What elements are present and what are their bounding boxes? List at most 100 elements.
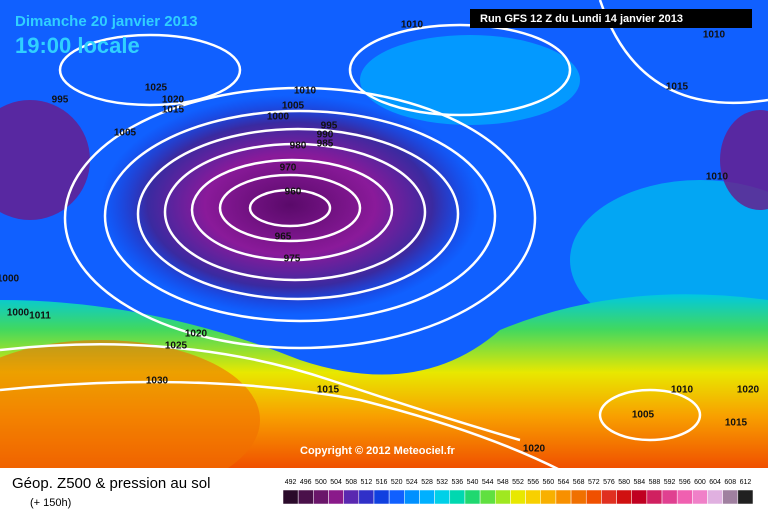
scale-swatch xyxy=(510,489,526,505)
scale-label: 544 xyxy=(482,479,494,486)
scale-label: 564 xyxy=(558,479,570,486)
scale-swatch xyxy=(297,489,314,505)
isobar-label: 1015 xyxy=(666,82,689,93)
scale-label: 548 xyxy=(497,479,509,486)
scale-label: 520 xyxy=(391,479,403,486)
isobar-label: 1011 xyxy=(29,311,51,322)
isobar-label: 985 xyxy=(317,139,334,150)
isobar-label: 1020 xyxy=(737,385,760,396)
scale-label: 552 xyxy=(512,479,524,486)
scale-swatch xyxy=(631,489,648,505)
isobar-label: 1015 xyxy=(725,418,748,429)
scale-swatch xyxy=(570,489,587,505)
isobar-label: 990 xyxy=(317,130,334,141)
isobar-label: 970 xyxy=(280,163,297,174)
isobar-label: 965 xyxy=(275,232,292,243)
scale-label: 592 xyxy=(664,479,676,486)
isobar-label: 1000 xyxy=(7,308,30,319)
isobar-label: 1005 xyxy=(632,410,655,421)
scale-swatch xyxy=(616,489,632,505)
isobar-label: 1005 xyxy=(114,128,137,139)
isobar-label: 1000 xyxy=(267,112,290,123)
scale-swatch xyxy=(358,489,375,505)
scale-label: 600 xyxy=(694,479,706,486)
color-scale: 492 496 500 504 508 512 516 520 524 528 532 536 540 5… xyxy=(282,479,754,505)
scale-label: 500 xyxy=(315,479,327,486)
isobar-label: 1015 xyxy=(162,105,185,116)
isobar-label: 995 xyxy=(52,95,69,106)
scale-swatch xyxy=(495,489,511,505)
scale-label: 584 xyxy=(633,479,645,486)
scale-swatch xyxy=(692,489,708,505)
isobar-label: 1020 xyxy=(523,444,546,455)
scale-label: 608 xyxy=(724,479,736,486)
isobar-label: 1010 xyxy=(703,30,726,41)
scale-label: 588 xyxy=(649,479,661,486)
isobar-label: 1020 xyxy=(162,95,185,106)
scale-label: 532 xyxy=(436,479,448,486)
scale-swatch xyxy=(661,489,678,505)
isobar-label: 1005 xyxy=(282,101,305,112)
scale-label: 512 xyxy=(361,479,373,486)
isobar-label: 1030 xyxy=(146,376,169,387)
scale-label: 556 xyxy=(527,479,539,486)
scale-swatch xyxy=(555,489,572,505)
scale-swatch xyxy=(434,489,451,505)
isobar-label: 1020 xyxy=(185,329,208,340)
scale-swatch xyxy=(707,489,723,505)
scale-swatch xyxy=(540,489,557,505)
scale-swatch xyxy=(479,489,496,505)
copyright: Copyright © 2012 Meteociel.fr xyxy=(300,445,456,457)
scale-swatch xyxy=(676,489,693,505)
isobar-label: 1010 xyxy=(401,20,424,31)
scale-label: 492 xyxy=(285,479,297,486)
run-box xyxy=(470,9,752,28)
scale-swatch xyxy=(328,489,344,505)
scale-swatch xyxy=(313,489,329,505)
scale-swatch xyxy=(282,489,299,505)
isobar-label: 1000 xyxy=(0,274,20,285)
isobar-label: 1025 xyxy=(165,341,188,352)
isobar-label: 960 xyxy=(285,187,302,198)
scale-label: 536 xyxy=(452,479,464,486)
scale-swatch xyxy=(388,489,405,505)
scale-swatch xyxy=(601,489,617,505)
isobar-label: 1010 xyxy=(294,86,317,97)
isobar-label: 1015 xyxy=(317,385,340,396)
scale-swatch xyxy=(585,489,602,505)
isobar-label: 975 xyxy=(284,254,301,265)
run-info: Run GFS 12 Z du Lundi 14 janvier 2013 xyxy=(480,13,683,25)
scale-label: 508 xyxy=(345,479,357,486)
scale-label: 524 xyxy=(406,479,418,486)
scale-swatch xyxy=(449,489,466,505)
isobar-label: 995 xyxy=(321,121,338,132)
scale-label: 516 xyxy=(376,479,388,486)
scale-swatch xyxy=(737,489,754,505)
scale-swatch xyxy=(525,489,541,505)
scale-label: 528 xyxy=(421,479,433,486)
isobar-label: 980 xyxy=(290,141,307,152)
footer-lead: (+ 150h) xyxy=(30,497,71,509)
scale-label: 576 xyxy=(603,479,615,486)
scale-swatch xyxy=(373,489,390,505)
scale-label: 504 xyxy=(330,479,342,486)
scale-swatch xyxy=(404,489,420,505)
forecast-time: 19:00 locale xyxy=(15,33,140,58)
scale-swatch xyxy=(419,489,435,505)
scale-swatch xyxy=(464,489,481,505)
scale-swatch xyxy=(722,489,739,505)
scale-label: 596 xyxy=(679,479,691,486)
scale-label: 572 xyxy=(588,479,600,486)
footer-title: Géop. Z500 & pression au sol xyxy=(12,475,210,492)
scale-label: 560 xyxy=(542,479,554,486)
scale-label: 604 xyxy=(709,479,721,486)
scale-swatch xyxy=(343,489,360,505)
scale-label: 568 xyxy=(573,479,585,486)
isobar-label: 1025 xyxy=(145,83,168,94)
scale-label: 612 xyxy=(740,479,752,486)
scale-label: 540 xyxy=(467,479,479,486)
forecast-date: Dimanche 20 janvier 2013 xyxy=(15,13,198,30)
isobar-label: 1010 xyxy=(706,172,729,183)
